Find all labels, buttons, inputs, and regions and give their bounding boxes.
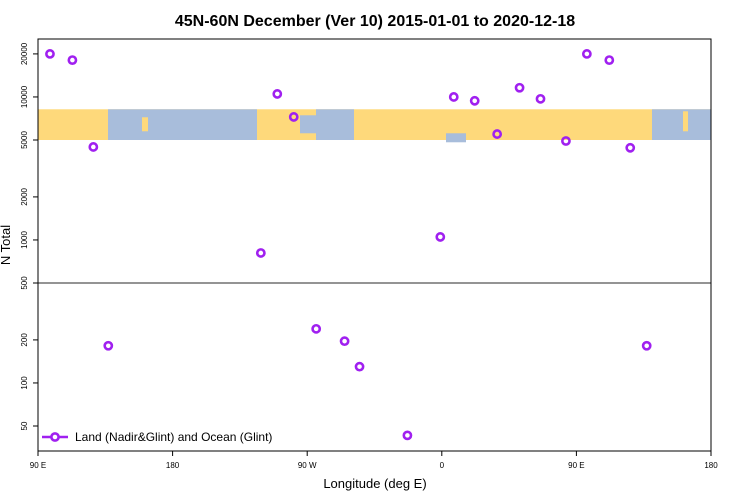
x-tick-label: 180 (166, 461, 180, 470)
legend: Land (Nadir&Glint) and Ocean (Glint) (42, 430, 272, 444)
data-point (561, 136, 571, 146)
data-point (402, 430, 413, 441)
x-tick-label: 0 (440, 461, 445, 470)
map-ocean (316, 109, 354, 140)
y-tick-label: 50 (20, 421, 29, 430)
x-tick-label: 90 E (30, 461, 46, 470)
y-tick-label: 5000 (20, 131, 29, 149)
data-point (492, 129, 503, 139)
data-point (469, 95, 480, 106)
x-tick-label: 90 E (568, 461, 584, 470)
y-tick-label: 1000 (20, 231, 29, 249)
chart-title: 45N-60N December (Ver 10) 2015-01-01 to … (175, 13, 575, 30)
y-tick-label: 200 (20, 333, 29, 347)
x-tick-label: 90 W (298, 461, 317, 470)
map-band (38, 109, 711, 143)
data-point (45, 49, 55, 59)
y-tick-label: 20000 (20, 42, 29, 65)
legend-label: Land (Nadir&Glint) and Ocean (Glint) (75, 430, 272, 444)
data-point (604, 55, 615, 66)
map-land (142, 117, 148, 132)
map-land (683, 111, 688, 132)
data-point (272, 89, 283, 99)
data-point (311, 323, 322, 334)
y-tick-label: 2000 (20, 187, 29, 205)
map-ocean (446, 133, 466, 143)
data-point (641, 340, 652, 351)
y-tick-label: 100 (20, 376, 29, 390)
map-ocean (300, 115, 320, 134)
data-point (88, 142, 99, 152)
data-point (339, 336, 350, 347)
data-point (581, 49, 592, 59)
y-tick-label: 500 (20, 276, 29, 290)
data-point (255, 248, 266, 258)
x-axis-label: Longitude (deg E) (323, 476, 426, 491)
y-axis-label: N Total (0, 225, 13, 265)
data-point (535, 93, 546, 104)
data-point (354, 361, 365, 372)
plot-frame (37, 38, 712, 452)
y-tick-label: 10000 (20, 85, 29, 108)
data-point (67, 55, 78, 66)
x-tick-label: 180 (704, 461, 718, 470)
data-point (448, 92, 459, 102)
legend-marker (50, 432, 60, 442)
data-point (103, 340, 114, 351)
data-point (288, 112, 299, 122)
data-point (625, 142, 636, 153)
data-point (435, 232, 446, 242)
map-ocean (652, 109, 711, 140)
data-point (514, 82, 525, 93)
map-ocean (108, 109, 257, 140)
